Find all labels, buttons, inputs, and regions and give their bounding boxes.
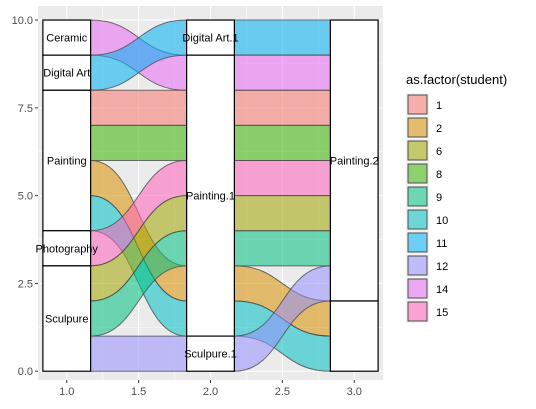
stratum-label: Digital Art (43, 68, 90, 80)
x-tick-label: 1.5 (131, 386, 146, 398)
flow-student-1 (233, 89, 331, 126)
axis-layer: 0.0 2.5 5.0 7.5 10.0 1.0 1.5 2.0 2.5 3.0 (12, 15, 362, 398)
legend-swatch-12 (407, 255, 428, 276)
stratum-box (186, 19, 235, 56)
legend-label: 1 (436, 100, 442, 112)
flow-layer (90, 19, 331, 372)
stratum-box (42, 19, 92, 56)
flow-student-8 (90, 124, 188, 162)
x-tick-label: 3.0 (347, 386, 362, 398)
legend-label: 8 (436, 169, 442, 181)
stratum-box (186, 54, 235, 337)
flow-student-11 (233, 19, 331, 56)
stratum-box (42, 265, 92, 372)
legend-swatch-1 (407, 94, 428, 115)
x-tick-label: 2.0 (203, 386, 218, 398)
legend-swatch-2 (407, 117, 428, 138)
legend-label: 15 (436, 307, 448, 319)
stratum-label: Photography (36, 243, 99, 255)
flow-student-9 (233, 230, 331, 267)
y-tick-label: 0.0 (18, 366, 33, 378)
legend-label: 14 (436, 284, 448, 296)
stratum-layer: Ceramic Digital Art Painting Photography Scu… (36, 19, 379, 372)
stratum-label: Sculpure (45, 314, 88, 326)
legend-swatch-14 (407, 278, 428, 299)
legend-swatch-8 (407, 163, 428, 184)
stratum-box (329, 300, 379, 372)
y-tick-label: 2.5 (18, 278, 33, 290)
legend-swatch-6 (407, 140, 428, 161)
legend-label: 6 (436, 146, 442, 158)
stratum-label: Sculpure.1 (184, 349, 237, 361)
flow-student-6 (233, 195, 331, 232)
stratum-box (42, 54, 92, 91)
flow-student-14 (233, 54, 331, 91)
stratum-label: Ceramic (46, 33, 87, 45)
y-tick-label: 10.0 (12, 15, 33, 27)
legend-swatch-10 (407, 209, 428, 230)
y-tick-label: 5.0 (18, 191, 33, 203)
legend-label: 9 (436, 192, 442, 204)
x-tick-label: 2.5 (275, 386, 290, 398)
stratum-label: Digital Art.1 (182, 33, 238, 45)
stratum-box (329, 19, 379, 302)
flow-student-8 (233, 124, 331, 162)
stratum-box (42, 89, 92, 232)
flow-student-12 (90, 335, 188, 372)
legend-label: 11 (436, 238, 447, 250)
stratum-box (186, 335, 235, 372)
x-tick-label: 1.0 (59, 386, 74, 398)
legend-swatch-11 (407, 232, 428, 253)
legend-label: 10 (436, 215, 448, 227)
stratum-label: Painting.1 (186, 191, 235, 203)
stratum-label: Painting.2 (330, 156, 379, 168)
legend-title: as.factor(student) (406, 72, 507, 87)
flow-student-15 (233, 160, 331, 197)
stratum-label: Painting (47, 156, 87, 168)
legend-swatch-15 (407, 301, 428, 322)
y-tick-label: 7.5 (18, 103, 33, 115)
legend-swatch-9 (407, 186, 428, 207)
flow-student-1 (90, 89, 188, 126)
legend-label: 2 (436, 123, 442, 135)
legend-label: 12 (436, 261, 448, 273)
